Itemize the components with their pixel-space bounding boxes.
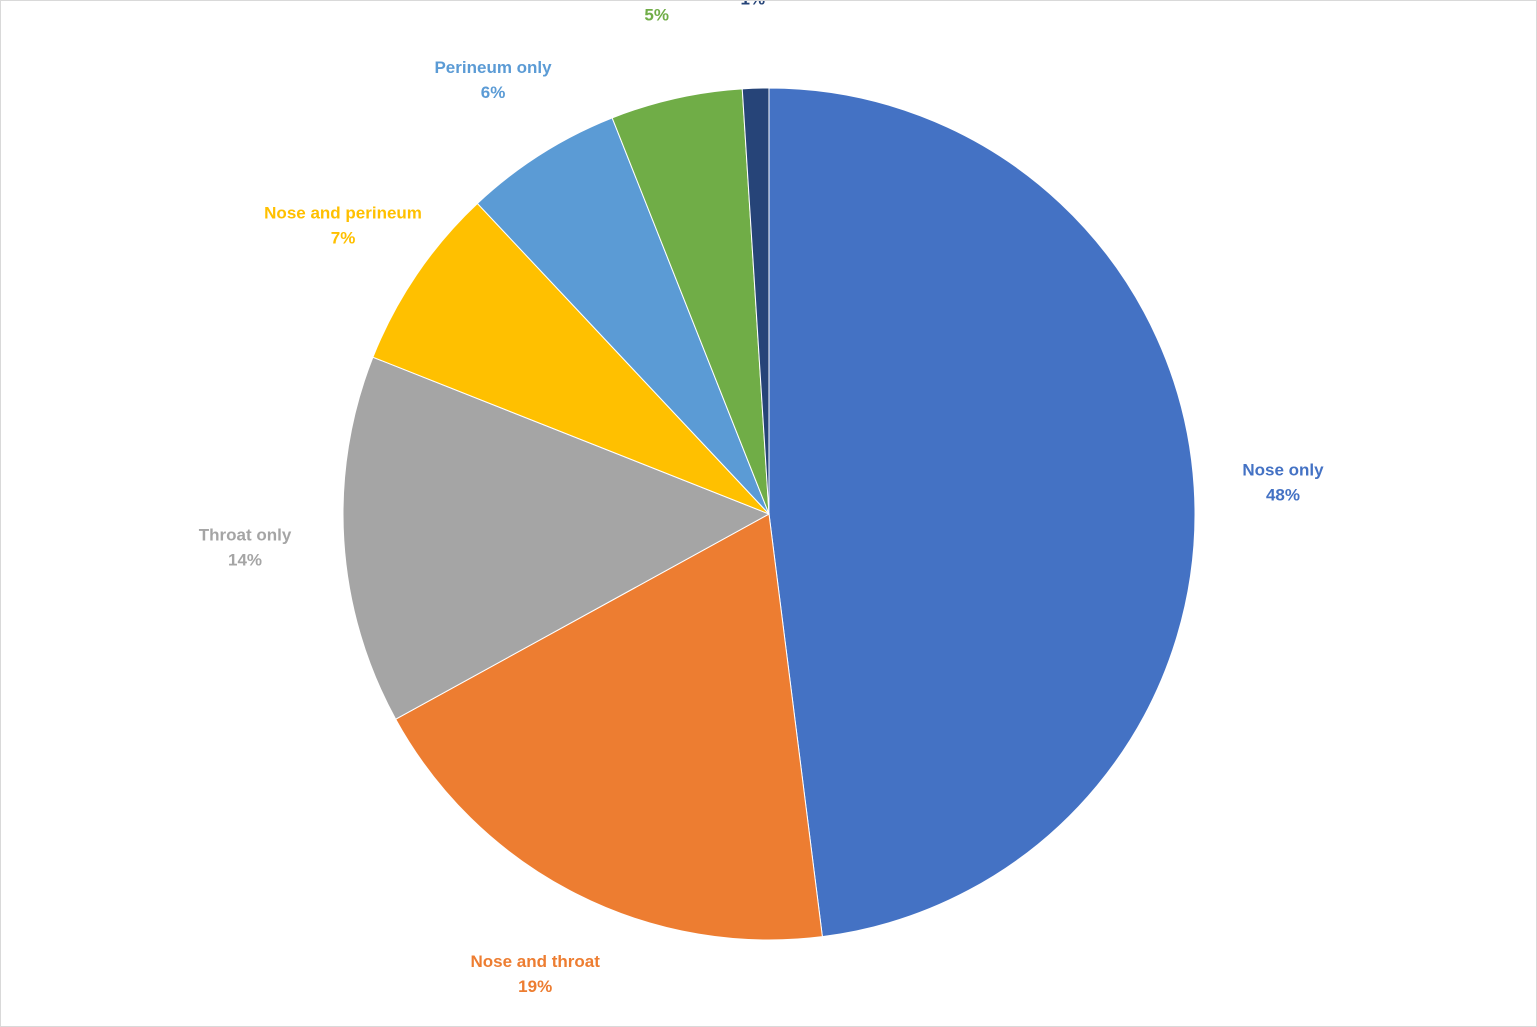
slice-label-name: Perineum only [434,58,552,77]
slice-label-name: Nose and perineum [264,204,422,223]
slice-label-throat-and-perineum: Throat and perineum1% [668,1,837,8]
slice-label-value: 19% [518,977,552,996]
pie-slice-throat-and-perineum [741,87,770,515]
slice-label-value: 5% [644,5,669,24]
slice-label-perineum-only: Perineum only 6% [434,58,552,102]
slice-label-value: 1% [741,1,766,8]
pie-slice-nose-and-perineum [372,202,770,515]
pie-slice-nose-only [768,87,1196,938]
slice-label-name: Nose only [1242,461,1324,480]
slice-label-nose-only: Nose only 48% [1242,461,1324,505]
pie-slice-nose-and-throat [395,513,823,941]
slice-label-value: 48% [1266,486,1300,505]
pie-slices [342,87,1196,941]
slice-label-value: 6% [481,83,506,102]
slice-label-throat-only: Throat only 14% [199,525,292,569]
pie-slice-perineum-only [476,117,770,515]
slice-labels: Nose only 48% Nose and throat 19% Throat onl… [199,1,1324,996]
slice-label-value: 14% [228,550,262,569]
slice-label-nose-and-throat: Nose and throat 19% [470,952,600,996]
pie-slice-throat-only [342,356,771,720]
slice-label-name: Throat only [199,525,292,544]
slice-label-name: Nose and throat [470,952,600,971]
slice-label-nose-throat-and-perineum: Nose, throat, and perineum5% [547,1,767,24]
slice-label-value: 7% [331,229,356,248]
slice-label-nose-and-perineum: Nose and perineum 7% [264,204,422,248]
